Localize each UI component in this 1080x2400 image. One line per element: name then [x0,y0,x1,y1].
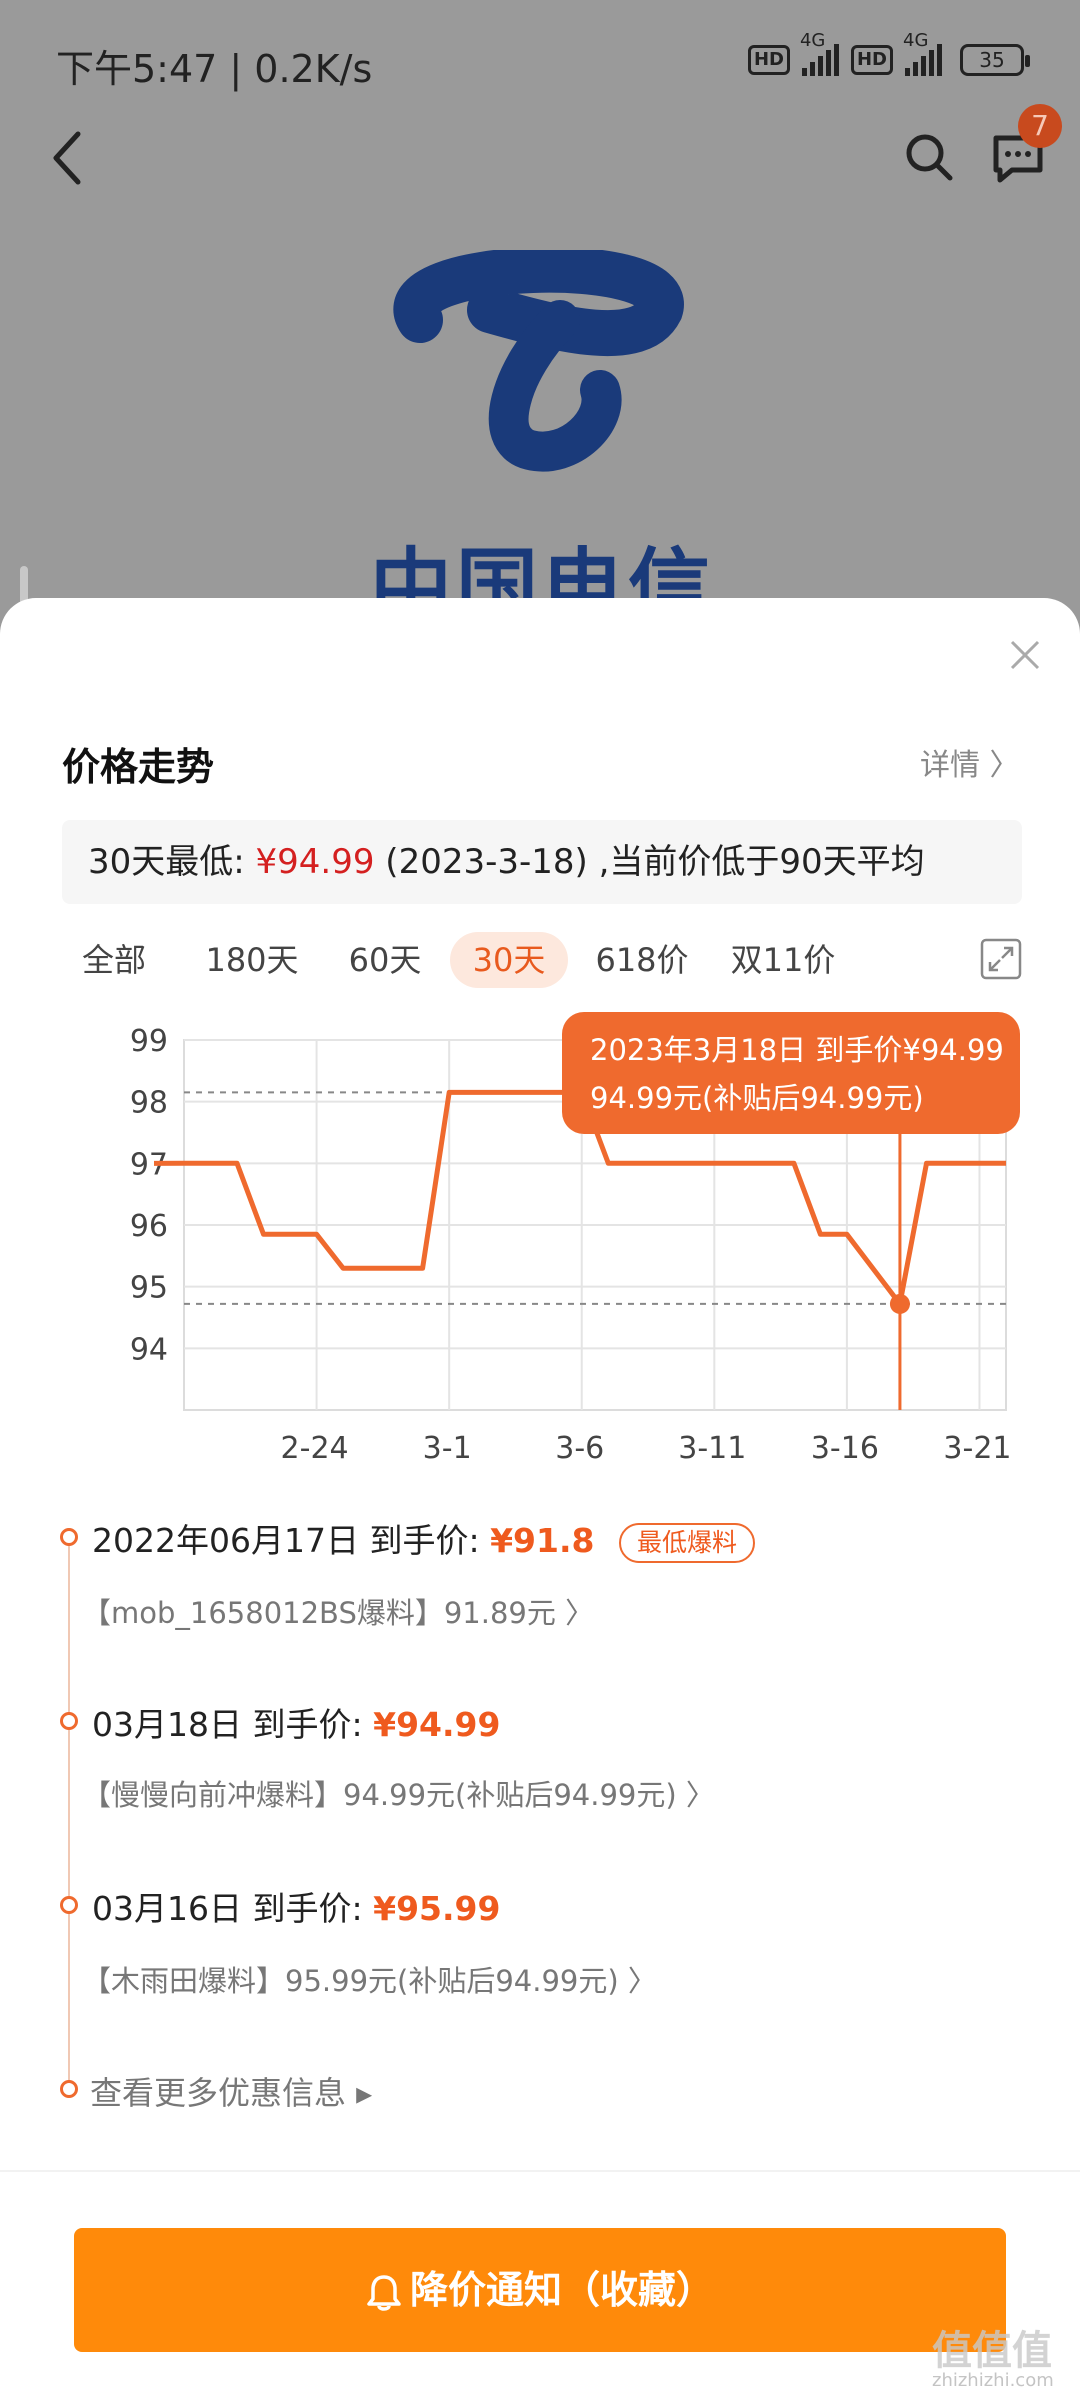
status-bar: 下午5:47 | 0.2K/s HD 4G HD 4G 35 [0,0,1080,120]
x-tick-label: 3-11 [678,1431,746,1466]
deal-date: 2022年06月17日 [92,1521,359,1560]
tab-30-days[interactable]: 30天 [450,932,568,988]
timeline-line [68,1536,70,2096]
hd-icon: HD [747,45,790,75]
deal-price: ¥94.99 [373,1705,501,1744]
deal-detail-link[interactable]: 【mob_1658012BS爆料】91.89元 〉 [82,1596,595,1630]
deal-title[interactable]: 2022年06月17日 到手价: ¥91.8 最低爆料 [92,1514,755,1563]
china-telecom-logo [393,250,684,472]
deal-detail-link[interactable]: 【慢慢向前冲爆料】94.99元(补贴后94.99元) 〉 [82,1778,715,1812]
deal-price: ¥95.99 [373,1889,501,1928]
price-tooltip: 2023年3月18日 到手价¥94.99 94.99元(补贴后94.99元) [562,1012,1020,1134]
tab-all[interactable]: 全部 [81,941,146,979]
tab-180-days[interactable]: 180天 [205,941,299,979]
watermark: 值值值 [932,2328,1052,2374]
tab-60-days[interactable]: 60天 [348,941,422,979]
signal-icon: 4G [800,30,839,76]
tab-double11-price[interactable]: 双11价 [730,941,836,979]
x-tick-label: 2-24 [281,1431,349,1466]
deal-price: ¥91.8 [490,1521,595,1560]
deal-title[interactable]: 03月16日 到手价: ¥95.99 [92,1882,500,1930]
more-deals-link[interactable]: 查看更多优惠信息 ▸ [90,2074,373,2112]
signal-icon-2: 4G [903,30,942,76]
status-icons: HD 4G HD 4G 35 [747,30,1030,76]
deal-label: 到手价: [252,1889,363,1928]
watermark-url: zhizhizhi.com [932,2370,1054,2391]
y-tick-label: 98 [130,1086,168,1121]
deal-date: 03月18日 [92,1705,242,1744]
expand-icon[interactable] [980,938,1022,980]
price-alert-label: 降价通知（收藏） [409,2268,714,2312]
x-tick-label: 3-1 [423,1431,472,1466]
status-time: 下午5:47 | 0.2K/s [56,47,373,91]
x-tick-label: 3-21 [943,1431,1011,1466]
lowest-tag: 最低爆料 [618,1522,755,1563]
timeline-dot [60,1712,78,1730]
hd-icon-2: HD [850,45,893,75]
summary-prefix: 30天最低: [88,842,256,882]
highlight-point [889,1293,910,1314]
y-tick-label: 96 [130,1209,168,1244]
deal-label: 到手价: [369,1521,480,1560]
details-link[interactable]: 详情 〉 [920,748,1020,783]
tooltip-line1: 2023年3月18日 到手价¥94.99 [590,1033,1004,1067]
summary-price: ¥94.99 [255,842,375,882]
timeline-dot [60,1528,78,1546]
tooltip-line2: 94.99元(补贴后94.99元) [590,1081,924,1115]
back-icon[interactable] [48,128,88,188]
summary-suffix: (2023-3-18) ,当前价低于90天平均 [374,842,925,882]
price-alert-button[interactable]: 降价通知（收藏） [74,2228,1006,2352]
deal-detail-link[interactable]: 【木雨田爆料】95.99元(补贴后94.99元) 〉 [82,1964,657,1998]
lowest-price-summary: 30天最低: ¥94.99 (2023-3-18) ,当前价低于90天平均 [62,820,1022,904]
range-tabs: 全部 180天 60天 30天 618价 双11价 [62,932,1022,988]
y-tick-label: 99 [130,1024,168,1059]
battery-icon: 35 [960,44,1030,76]
y-tick-label: 95 [130,1271,168,1306]
y-tick-label: 94 [130,1332,168,1367]
deal-title[interactable]: 03月18日 到手价: ¥94.99 [92,1698,500,1746]
sheet-title: 价格走势 [62,745,215,789]
deal-label: 到手价: [252,1705,363,1744]
close-icon[interactable] [1008,638,1042,672]
tab-618-price[interactable]: 618价 [595,941,689,979]
deal-date: 03月16日 [92,1889,242,1928]
divider [0,2170,1080,2172]
message-badge: 7 [1018,104,1062,148]
x-tick-label: 3-6 [555,1431,604,1466]
timeline-dot [60,1896,78,1914]
x-tick-label: 3-16 [811,1431,879,1466]
search-icon[interactable] [904,132,954,182]
bell-icon [367,2274,401,2311]
timeline-dot [60,2080,78,2098]
